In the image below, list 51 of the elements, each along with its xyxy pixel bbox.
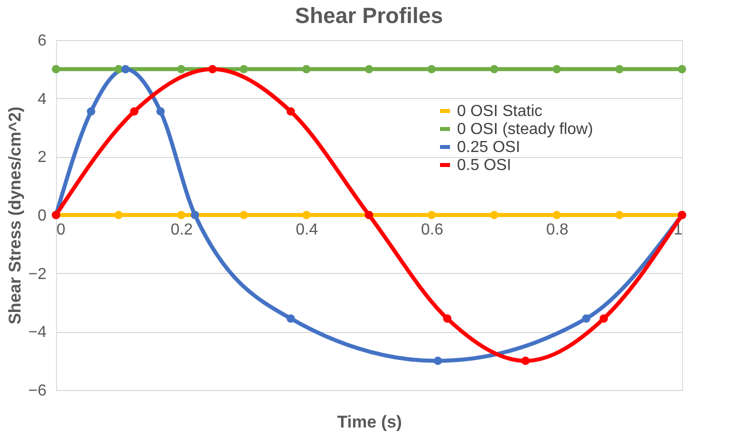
point — [521, 356, 530, 366]
y-tick-label: 2 — [38, 149, 47, 166]
point — [490, 64, 498, 74]
point — [240, 210, 248, 220]
point — [582, 314, 590, 323]
x-tick-label: 0 — [56, 222, 66, 238]
point — [552, 64, 561, 74]
point — [177, 64, 186, 74]
point — [130, 107, 138, 116]
legend-label: 0 OSI Static — [457, 103, 542, 120]
point — [286, 107, 295, 116]
x-tick-label: 0.8 — [546, 222, 569, 238]
point — [600, 314, 608, 323]
point — [286, 314, 295, 323]
point — [615, 210, 624, 220]
x-tick-label: 0.4 — [296, 222, 318, 238]
point — [114, 210, 123, 220]
y-tick-label: −6 — [28, 382, 47, 400]
y-tick-label: −4 — [28, 324, 47, 342]
point — [240, 64, 248, 74]
point — [114, 64, 123, 74]
point — [364, 64, 374, 74]
chart-title: Shear Profiles — [295, 3, 443, 28]
point — [490, 210, 498, 220]
x-axis-title: Time (s) — [337, 412, 402, 432]
point — [552, 210, 561, 220]
legend-label: 0 OSI (steady flow) — [457, 121, 594, 138]
x-tick-label: 0.6 — [420, 222, 444, 238]
point — [427, 210, 436, 220]
point — [156, 107, 165, 116]
point — [443, 314, 452, 323]
point — [190, 210, 200, 220]
y-tick-label: 0 — [38, 208, 47, 224]
point — [121, 64, 130, 74]
y-tick-label: −2 — [28, 266, 47, 283]
legend-label: 0.25 OSI — [457, 139, 520, 156]
point — [208, 64, 217, 74]
y-tick-label: 6 — [38, 32, 47, 50]
point — [177, 210, 186, 220]
point — [615, 64, 624, 74]
point — [434, 356, 442, 366]
y-tick-label: 4 — [38, 90, 47, 108]
point — [678, 64, 686, 74]
x-tick-label: 0.2 — [170, 222, 193, 238]
y-axis-title: Shear Stress (dynes/cm^2) — [5, 106, 24, 324]
point — [52, 64, 60, 74]
legend-label: 0.5 OSI — [457, 157, 512, 174]
point — [427, 64, 436, 74]
point — [86, 107, 96, 116]
point — [302, 64, 311, 74]
point — [302, 210, 311, 220]
